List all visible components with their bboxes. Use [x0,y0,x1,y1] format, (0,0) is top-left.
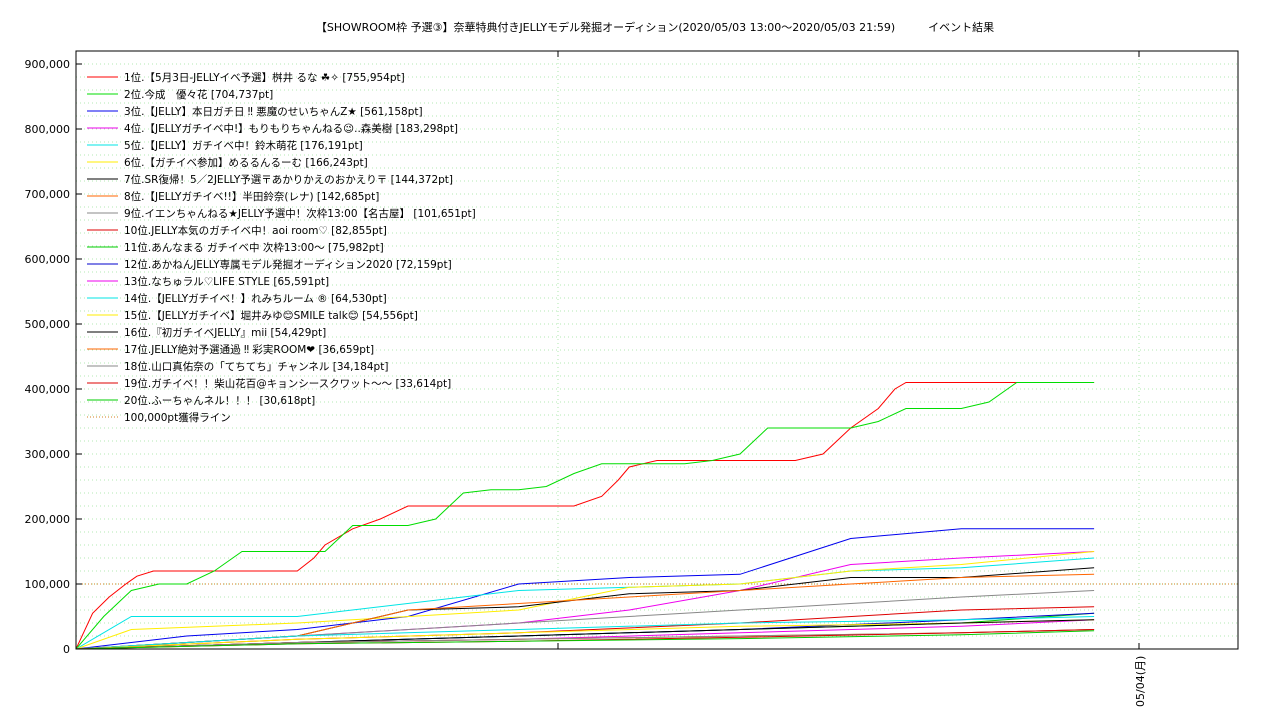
legend-entry-11: 11位.あんなまる ガチイベ中 次枠13:00〜 [75,982pt] [124,241,384,254]
x-tick-label: 05/04(月) [1134,656,1147,707]
legend-entry-9: 9位.イエンちゃんねる★JELLY予選中！次枠13:00【名古屋】 [101,6… [124,207,476,220]
y-tick-label: 600,000 [25,253,71,266]
y-tick-label: 900,000 [25,58,71,71]
legend-entry-17: 17位.JELLY絶対予選通過 ‼︎ 彩実ROOM❤︎ [36,659pt] [124,343,374,356]
legend-entry-5: 5位.【JELLY】ガチイベ中！鈴木萌花 [176,191pt] [124,139,363,152]
y-tick-label: 500,000 [25,318,71,331]
x-axis-ticks: 05/04(月) [557,51,1147,707]
legend-entry-13: 13位.なちゅラル♡LIFE STYLE [65,591pt] [124,275,329,288]
legend-entry-16: 16位.『初ガチイベJELLY』mii [54,429pt] [124,326,326,339]
legend-entry-12: 12位.あかねんJELLY専属モデル発掘オーディション2020 [72,159p… [124,258,452,271]
y-tick-label: 700,000 [25,188,71,201]
y-tick-label: 400,000 [25,383,71,396]
y-tick-label: 100,000 [25,578,71,591]
series-line-1 [75,382,1095,650]
legend-entry-10: 10位.JELLY本気のガチイベ中！aoi room♡ [82,855pt] [124,224,387,237]
grid-lines [76,50,1238,649]
series-line-17 [75,629,1095,650]
chart-title: 【SHOWROOM枠 予選③】奈華特典付きJELLYモデル発掘オーディション(2… [316,20,994,34]
series-line-9 [75,590,1095,650]
legend-entry-6: 6位.【ガチイベ参加】めるるんるーむ [166,243pt] [124,156,368,169]
series-line-20 [75,630,1095,650]
plot-frame [75,50,1239,650]
y-tick-label: 0 [63,643,70,656]
series-lines [75,382,1095,650]
series-line-6 [75,551,1095,650]
y-tick-label: 300,000 [25,448,71,461]
y-tick-label: 800,000 [25,123,71,136]
legend-entry-14: 14位.【JELLYガチイベ！】れみちルーム ® [64,530pt] [124,292,387,305]
legend-entry-8: 8位.【JELLYガチイベ!!】半田鈴奈(レナ) [142,685pt] [124,190,379,203]
series-line-2 [75,382,1095,650]
legend-entry-1: 1位.【5月3日-JELLYイベ予選】桝井 るな ☘︎✧ [755,954pt] [124,71,405,84]
legend-entry-4: 4位.【JELLYガチイベ中!】もりもりちゃんねる😉..森美樹 [183,298… [124,122,458,135]
series-line-18 [75,629,1095,650]
legend-entry-7: 7位.SR復帰！5／2JELLY予選〒あかりかえのおかえり〒 [144,372p… [124,173,453,186]
y-axis-ticks: 0 100,000 200,000 300,000 400,000 500,000 600,… [25,58,82,656]
legend-entry-3: 3位.【JELLY】本日ガチ日 ‼︎ 悪魔のせいちゃんZ★ [561,158pt… [124,105,423,118]
legend-entry-15: 15位.【JELLYガチイベ】堀井みゆ😊SMILE talk😊 [54,556p… [124,309,418,322]
series-line-14 [75,616,1095,650]
y-tick-label: 200,000 [25,513,71,526]
series-line-19 [75,629,1095,650]
series-line-3 [75,528,1095,650]
legend-entry-20: 20位.ふーちゃんネル！！！ [30,618pt] [124,394,315,407]
series-line-8 [75,573,1095,650]
legend-entry-2: 2位.今成 優々花 [704,737pt] [124,88,273,101]
legend-entry-reference: 100,000pt獲得ライン [124,411,231,424]
legend: 1位.【5月3日-JELLYイベ予選】桝井 るな ☘︎✧ [755,954pt]… [87,71,476,424]
legend-entry-19: 19位.ガチイベ！！柴山花百@キョンシースクワット〜〜 [33,614pt] [124,377,451,390]
legend-entry-18: 18位.山口真佑奈の「てちてち」チャンネル [34,184pt] [124,360,388,373]
